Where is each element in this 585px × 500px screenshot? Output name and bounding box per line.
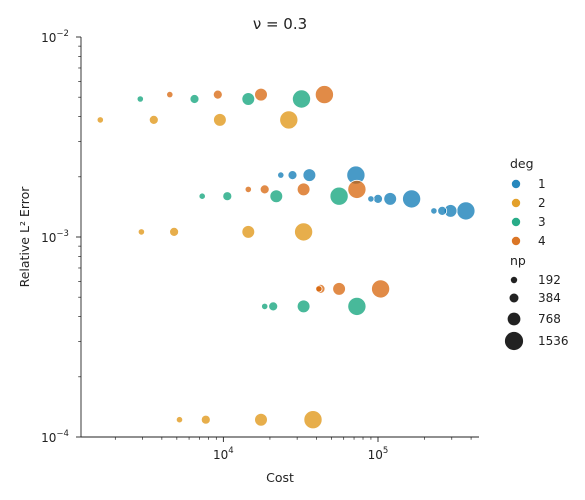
point-deg1-11: [456, 201, 476, 221]
point-deg3-10: [296, 299, 311, 314]
point-deg1-8: [430, 207, 438, 215]
legend-label-deg1: 1: [538, 177, 546, 191]
point-deg4-5: [259, 184, 270, 195]
point-deg3-0: [136, 95, 144, 103]
y-tick-label-2: 10−2: [41, 29, 69, 45]
point-deg3-1: [189, 94, 200, 104]
y-tick-label-0: 10−4: [41, 429, 69, 445]
point-deg2-8: [175, 416, 184, 424]
point-deg1-2: [302, 168, 317, 182]
point-deg3-2: [241, 92, 256, 106]
point-deg4-8: [315, 285, 323, 293]
legend-size-title: np: [510, 253, 526, 268]
chart-title: ν = 0.3: [253, 15, 307, 33]
point-deg1-4: [367, 195, 375, 203]
legend-label-deg4: 4: [538, 234, 546, 248]
legend-size-label-768: 768: [538, 312, 561, 326]
point-deg2-7: [294, 222, 314, 242]
point-deg4-4: [244, 185, 252, 193]
point-deg4-6: [296, 182, 311, 197]
x-tick-label-0: 104: [213, 446, 234, 462]
x-tick-label-1: 105: [368, 446, 389, 462]
point-deg3-11: [347, 296, 367, 316]
point-deg2-11: [303, 410, 323, 430]
legend-size-marker-192: [510, 276, 518, 284]
legend-size-label-384: 384: [538, 291, 561, 305]
point-deg4-11: [371, 279, 391, 299]
y-axis-label: Relative L² Error: [17, 186, 32, 288]
legend-swatch-deg4: [511, 236, 521, 246]
legend-label-deg3: 3: [538, 215, 546, 229]
point-deg1-9: [437, 205, 448, 216]
point-deg1-6: [383, 192, 398, 206]
point-deg2-10: [254, 412, 268, 427]
point-deg1-0: [277, 171, 285, 179]
legend-hue-title: deg: [510, 156, 534, 171]
point-deg2-1: [148, 115, 159, 125]
point-deg2-5: [169, 226, 180, 237]
point-deg3-8: [261, 302, 269, 310]
legend-size-marker-768: [507, 312, 521, 326]
point-deg3-6: [269, 189, 284, 204]
point-deg3-3: [291, 89, 311, 109]
point-deg2-4: [137, 228, 145, 236]
point-deg2-6: [241, 225, 256, 239]
point-deg1-5: [373, 193, 383, 204]
legend-size-label-1536: 1536: [538, 334, 569, 348]
point-deg2-9: [200, 414, 211, 425]
point-deg4-10: [332, 282, 346, 296]
point-deg4-1: [212, 89, 223, 100]
point-deg3-9: [268, 301, 279, 312]
point-deg2-0: [96, 116, 104, 124]
legend-label-deg2: 2: [538, 196, 546, 210]
legend-size-marker-384: [509, 293, 519, 303]
legend-swatch-deg2: [511, 198, 521, 208]
legend-swatch-deg3: [511, 217, 521, 227]
point-deg2-3: [279, 110, 299, 130]
point-deg1-1: [287, 170, 298, 181]
point-deg1-7: [402, 189, 422, 209]
x-axis-label: Cost: [266, 470, 294, 485]
legend-swatch-deg1: [511, 179, 521, 189]
point-deg4-2: [254, 87, 268, 102]
legend: deg np 1 2 3 4 192 384 768 1536: [504, 156, 569, 351]
legend-size-label-192: 192: [538, 273, 561, 287]
legend-size-marker-1536: [504, 331, 524, 351]
point-deg4-7: [347, 179, 367, 199]
point-deg4-0: [166, 91, 174, 99]
point-deg3-5: [222, 191, 233, 202]
y-tick-label-1: 10−3: [41, 229, 69, 245]
point-deg3-4: [198, 192, 206, 200]
ticks: 104 105 10−4 10−3 10−2: [41, 29, 472, 462]
point-deg4-3: [314, 85, 334, 105]
points-layer: [96, 85, 476, 430]
point-deg3-7: [329, 186, 349, 206]
point-deg2-2: [213, 113, 227, 127]
